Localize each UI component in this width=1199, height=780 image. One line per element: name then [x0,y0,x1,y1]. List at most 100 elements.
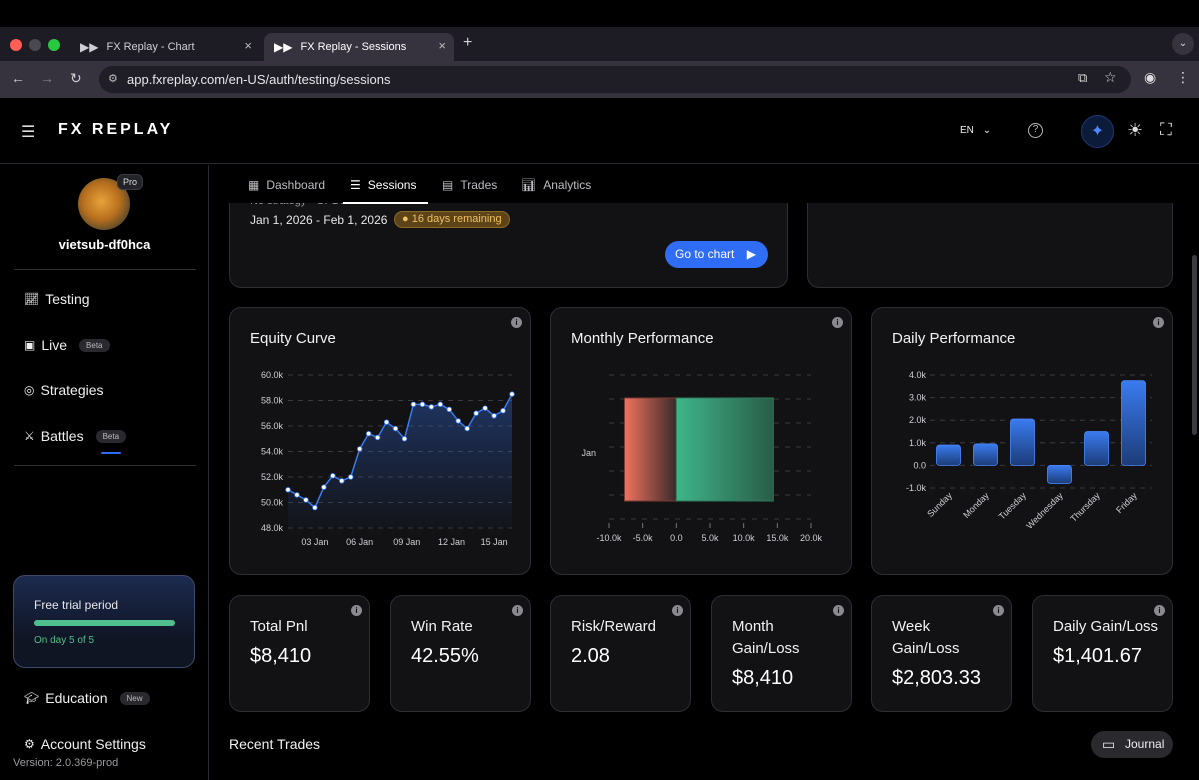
equity-point [330,473,336,479]
zoom-window-button[interactable] [48,39,60,51]
tab-dashboard[interactable]: ▦ Dashboard [248,178,325,192]
close-tab-icon[interactable]: × [438,38,446,53]
sidebar-item-testing[interactable]: 📈︎ Testing [24,291,90,307]
equity-point [410,401,417,408]
fullscreen-icon[interactable]: ⛶ [1160,120,1172,139]
tab-label: Trades [460,178,498,192]
monthly-performance-card: Monthly Performance i -10.0k -5.0k 0.0 5.0k… [550,307,852,575]
info-icon[interactable]: i [672,605,683,616]
sidebar-item-strategies[interactable]: ◎ Strategies [24,382,104,398]
equity-point [464,425,470,432]
stat-label: Daily Gain/Loss [1053,618,1159,635]
journal-button[interactable]: ▭ Journal [1091,731,1173,758]
forward-icon[interactable]: → [40,70,54,86]
info-icon[interactable]: i [351,605,362,616]
dot-icon: ● [402,213,409,225]
info-icon[interactable]: i [512,605,523,616]
x-tick-label: Friday [1114,490,1139,515]
plan-badge: Pro [117,174,144,190]
stat-card-daily-gain-loss: Daily Gain/Loss i $1,401.67 [1032,595,1173,712]
stat-card-total-pnl: Total Pnl i $8,410 [229,595,370,712]
daily-bar [1084,431,1109,466]
browser-tab-chart[interactable]: ▶▶ FX Replay - Chart × [70,33,260,61]
go-to-chart-button[interactable]: Go to chart ▶ [665,241,768,268]
tab-label: Dashboard [266,178,326,192]
page-scrollbar[interactable] [1192,255,1197,435]
address-bar[interactable]: ⚙ app.fxreplay.com/en-US/auth/testing/se… [99,66,1131,93]
close-tab-icon[interactable]: × [244,38,252,53]
go-to-chart-label: Go to chart [675,247,735,261]
list-icon: ☰ [350,178,361,192]
info-icon[interactable]: i [1154,605,1165,616]
info-icon[interactable]: i [1153,317,1164,328]
equity-point [339,478,345,484]
help-icon[interactable]: ? [1028,123,1043,138]
collapse-sidebar-icon[interactable]: ☰ [21,124,36,141]
reload-icon[interactable]: ↻ [70,70,82,86]
info-icon[interactable]: i [832,317,843,328]
equity-point [401,436,408,442]
browser-tab-sessions[interactable]: ▶▶ FX Replay - Sessions × [264,33,454,61]
close-window-button[interactable] [10,39,22,51]
language-selector[interactable]: EN ⌄ [960,125,991,136]
x-tick-label: 10.0k [733,533,756,543]
stat-value: $8,410 [732,667,794,689]
sidebar [0,165,209,780]
loss-bar [623,397,677,502]
info-icon[interactable]: i [993,605,1004,616]
x-tick-label: Sunday [925,490,954,519]
y-tick-label: 50.0k [261,498,284,508]
tab-analytics[interactable]: 📊︎ Analytics [521,178,591,192]
install-app-icon[interactable]: ⧉ [1078,70,1088,85]
fxreplay-logo[interactable]: FX REPLAY [58,121,174,138]
stat-card-week-gain-loss: Week Gain/Loss i $2,803.33 [871,595,1012,712]
x-tick-label: 0.0 [670,533,683,543]
monthly-performance-chart: -10.0k -5.0k 0.0 5.0k 10.0k 15.0k 20.0k Jan [581,374,823,543]
stat-label: Total Pnl [250,618,308,635]
new-tab-button[interactable]: + [463,34,473,51]
y-tick-label: 0.0 [913,460,926,470]
equity-point [473,410,479,416]
profile-icon[interactable]: ◉ [1144,69,1157,85]
theme-toggle-icon[interactable]: ☀ [1127,120,1144,140]
grid-icon: ▦ [248,178,260,192]
stat-value: 42.55% [411,645,479,667]
y-tick-label: 60.0k [261,370,284,380]
minimize-window-button[interactable] [29,39,41,51]
bookmark-star-icon[interactable]: ☆ [1104,69,1117,85]
y-tick-label: 2.0k [909,415,927,425]
stat-label: Month Gain/Loss [732,618,800,657]
info-icon[interactable]: i [833,605,844,616]
recent-trades-title: Recent Trades [229,736,321,752]
x-tick-label: Wednesday [1024,490,1065,531]
monthly-performance-title: Monthly Performance [571,330,714,347]
site-settings-icon[interactable]: ⚙ [108,73,118,85]
document-icon: ▤ [442,178,454,192]
tab-sessions[interactable]: ☰ Sessions [350,178,416,192]
browser-menu-icon[interactable]: ⋮ [1176,69,1190,85]
equity-point [455,418,461,424]
x-tick-label: Tuesday [997,490,1029,522]
x-tick-label: 20.0k [800,533,823,543]
tab-trades[interactable]: ▤ Trades [442,178,497,192]
equity-point [321,484,327,490]
sidebar-item-battles[interactable]: ⚔ Battles Beta [24,428,127,444]
x-tick-label: 06 Jan [346,537,373,547]
x-tick-label: 15.0k [766,533,789,543]
trial-card[interactable]: Free trial period On day 5 of 5 [13,575,195,668]
username: vietsub-df0hca [58,237,151,252]
sidebar-item-education[interactable]: 🎓︎ Education New [24,690,150,706]
sidebar-item-live[interactable]: ▣ Live Beta [24,337,110,353]
back-icon[interactable]: ← [11,70,25,86]
equity-point [437,401,444,408]
tab-search-button[interactable]: ⌄ [1172,33,1194,55]
x-tick-label: Monday [961,490,991,520]
equity-point [446,406,452,413]
journal-icon: ▭ [1102,736,1116,752]
os-menubar-strip [0,0,1199,27]
info-icon[interactable]: i [511,317,522,328]
ai-sparkle-button[interactable]: ✦ [1081,115,1114,148]
x-tick-label: -10.0k [596,533,622,543]
sidebar-item-label: Testing [45,291,90,307]
sidebar-item-account-settings[interactable]: ⚙ Account Settings [24,736,146,752]
